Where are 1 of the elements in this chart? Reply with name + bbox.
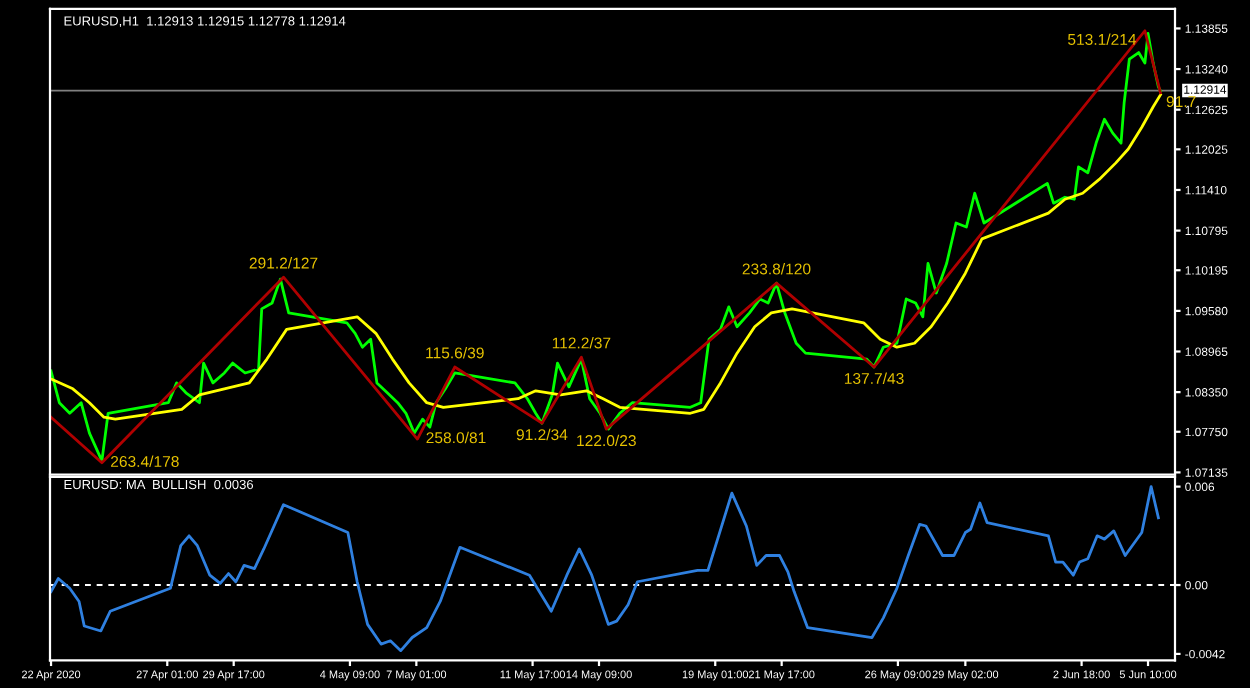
line-series xyxy=(50,93,1162,421)
